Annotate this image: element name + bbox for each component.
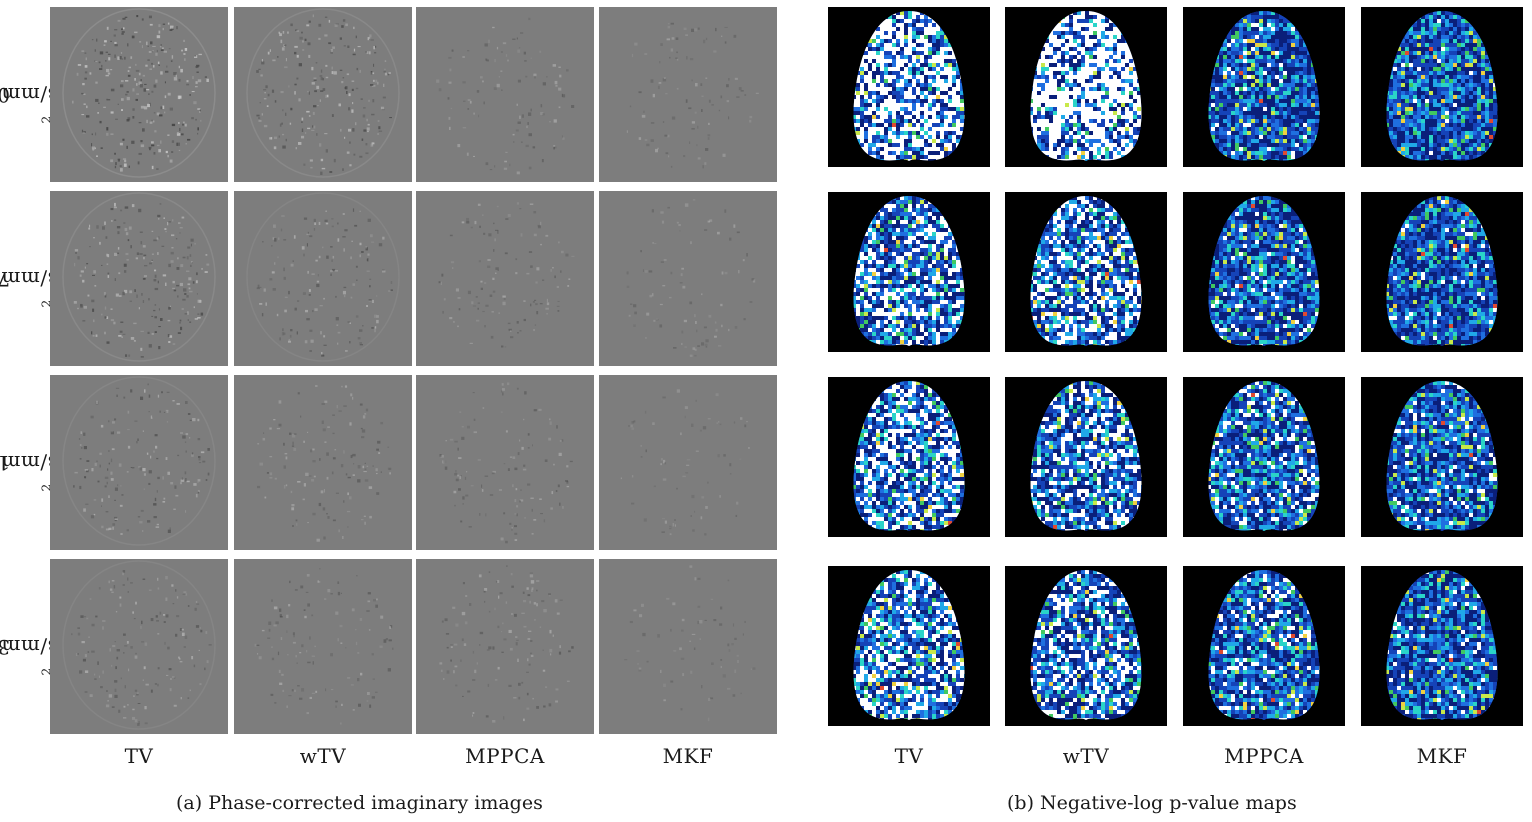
imaginary-image-mkf-b1500 — [599, 375, 777, 550]
pvalue-map-mkf-b750 — [1361, 192, 1523, 352]
row-label-b1500: 1500 s/mm2 — [0, 375, 57, 550]
imaginary-image-tv-b750 — [50, 191, 228, 366]
row-label-b0: 0 s/mm2 — [0, 7, 57, 182]
imaginary-image-wtv-b3000 — [234, 559, 412, 734]
pvalue-map-tv-b0 — [828, 7, 990, 167]
caption-panel-a: (a) Phase-corrected imaginary images — [176, 792, 543, 814]
imaginary-image-mppca-b3000 — [416, 559, 594, 734]
col-label-a-wtv: wTV — [234, 744, 412, 768]
col-label-a-mkf: MKF — [599, 744, 777, 768]
col-label-a-mppca: MPPCA — [416, 744, 594, 768]
row-label-b3000: 3000 s/mm2 — [0, 559, 57, 734]
pvalue-map-tv-b750 — [828, 192, 990, 352]
pvalue-map-tv-b3000 — [828, 566, 990, 726]
imaginary-image-wtv-b750 — [234, 191, 412, 366]
caption-panel-b: (b) Negative-log p-value maps — [1007, 792, 1297, 814]
imaginary-image-mppca-b1500 — [416, 375, 594, 550]
imaginary-image-mppca-b750 — [416, 191, 594, 366]
col-label-b-wtv: wTV — [1005, 744, 1167, 768]
pvalue-map-tv-b1500 — [828, 377, 990, 537]
pvalue-map-mppca-b0 — [1183, 7, 1345, 167]
pvalue-map-wtv-b3000 — [1005, 566, 1167, 726]
pvalue-map-wtv-b0 — [1005, 7, 1167, 167]
imaginary-image-mkf-b3000 — [599, 559, 777, 734]
col-label-b-mppca: MPPCA — [1183, 744, 1345, 768]
imaginary-image-tv-b1500 — [50, 375, 228, 550]
imaginary-image-mkf-b0 — [599, 7, 777, 182]
imaginary-image-mppca-b0 — [416, 7, 594, 182]
pvalue-map-mppca-b3000 — [1183, 566, 1345, 726]
pvalue-map-mkf-b1500 — [1361, 377, 1523, 537]
pvalue-map-mppca-b1500 — [1183, 377, 1345, 537]
imaginary-image-wtv-b1500 — [234, 375, 412, 550]
col-label-b-tv: TV — [828, 744, 990, 768]
pvalue-map-wtv-b1500 — [1005, 377, 1167, 537]
row-label-b750: 750 s/mm2 — [0, 191, 57, 366]
pvalue-map-wtv-b750 — [1005, 192, 1167, 352]
imaginary-image-wtv-b0 — [234, 7, 412, 182]
pvalue-map-mppca-b750 — [1183, 192, 1345, 352]
col-label-b-mkf: MKF — [1361, 744, 1523, 768]
imaginary-image-mkf-b750 — [599, 191, 777, 366]
imaginary-image-tv-b0 — [50, 7, 228, 182]
pvalue-map-mkf-b0 — [1361, 7, 1523, 167]
pvalue-map-mkf-b3000 — [1361, 566, 1523, 726]
col-label-a-tv: TV — [50, 744, 228, 768]
imaginary-image-tv-b3000 — [50, 559, 228, 734]
